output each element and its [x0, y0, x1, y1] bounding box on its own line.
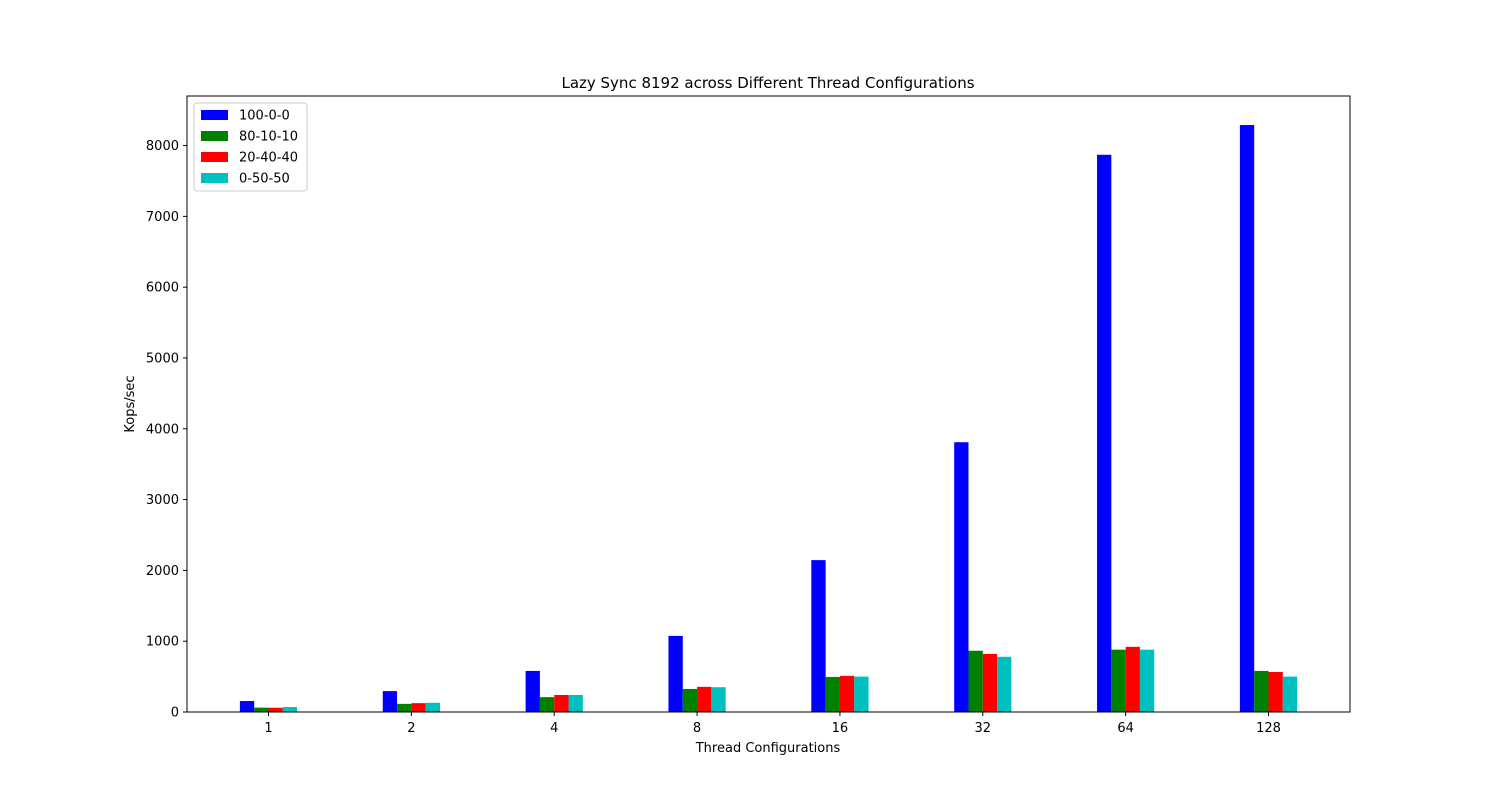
bar-0-50-50-2	[425, 702, 440, 712]
legend-label-20-40-40: 20-40-40	[239, 151, 298, 166]
y-axis: 0 1000 2000 3000 4000 5000 6000 7000 8000	[146, 139, 187, 721]
x-tick-label: 128	[1256, 721, 1281, 736]
legend-swatch-20-40-40	[201, 152, 228, 162]
y-tick-label: 7000	[146, 210, 179, 225]
legend-label-80-10-10: 80-10-10	[239, 130, 298, 145]
x-tick-label: 16	[832, 721, 849, 736]
x-axis-label: Thread Configurations	[695, 741, 841, 756]
bar-100-0-0-32	[954, 442, 969, 712]
bar-20-40-40-1	[268, 707, 283, 712]
bar-0-50-50-32	[997, 656, 1012, 712]
bar-0-50-50-1	[282, 707, 298, 712]
legend-box	[193, 102, 308, 192]
legend-label-100-0-0: 100-0-0	[239, 109, 290, 124]
x-tick-label: 64	[1117, 721, 1134, 736]
bar-80-10-10-1	[254, 707, 269, 712]
bar-80-10-10-2	[397, 703, 412, 712]
bar-100-0-0-4	[525, 670, 540, 712]
bar-0-50-50-16	[854, 676, 869, 712]
bar-80-10-10-8	[682, 688, 698, 712]
bar-0-50-50-4	[568, 695, 583, 712]
y-tick-label: 4000	[146, 422, 179, 437]
bar-20-40-40-8	[697, 686, 712, 712]
bar-20-40-40-2	[411, 703, 426, 712]
bar-100-0-0-16	[811, 560, 826, 712]
bar-20-40-40-128	[1268, 672, 1283, 712]
bar-100-0-0-8	[668, 635, 683, 712]
bar-80-10-10-128	[1254, 670, 1269, 712]
bar-20-40-40-32	[982, 653, 998, 712]
x-axis: 1 2 4 8 16 32 64 128	[264, 712, 1281, 736]
plot-frame	[186, 95, 1351, 713]
x-tick-label: 4	[550, 721, 558, 736]
legend-swatch-0-50-50	[201, 173, 228, 183]
x-tick-label: 32	[975, 721, 992, 736]
bar-100-0-0-2	[382, 691, 398, 712]
bars-layer	[239, 125, 1298, 712]
legend: 100-0-0 80-10-10 20-40-40 0-50-50	[193, 102, 308, 192]
legend-swatch-100-0-0	[201, 110, 228, 120]
bar-80-10-10-32	[968, 650, 983, 712]
legend-swatch-80-10-10	[201, 131, 228, 141]
legend-label-0-50-50: 0-50-50	[239, 172, 290, 187]
bar-0-50-50-64	[1139, 649, 1155, 712]
bar-0-50-50-8	[711, 687, 726, 712]
y-tick-label: 8000	[146, 139, 179, 154]
bar-20-40-40-64	[1125, 646, 1140, 712]
y-tick-label: 6000	[146, 281, 179, 296]
bar-100-0-0-128	[1239, 125, 1255, 712]
y-tick-label: 0	[171, 706, 179, 721]
x-tick-label: 8	[693, 721, 701, 736]
bar-80-10-10-64	[1111, 649, 1126, 712]
x-tick-label: 2	[407, 721, 415, 736]
bar-0-50-50-128	[1282, 676, 1298, 712]
x-tick-label: 1	[264, 721, 272, 736]
bar-80-10-10-4	[539, 697, 555, 712]
bar-20-40-40-4	[554, 695, 569, 712]
y-tick-label: 3000	[146, 493, 179, 508]
bar-20-40-40-16	[839, 675, 855, 712]
y-tick-label: 5000	[146, 351, 179, 366]
y-axis-label: Kops/sec	[123, 375, 138, 432]
y-tick-label: 1000	[146, 635, 179, 650]
bar-100-0-0-1	[239, 701, 255, 712]
bar-80-10-10-16	[825, 676, 840, 712]
y-tick-label: 2000	[146, 564, 179, 579]
bar-100-0-0-64	[1097, 154, 1112, 712]
chart-title: Lazy Sync 8192 across Different Thread C…	[561, 74, 974, 92]
